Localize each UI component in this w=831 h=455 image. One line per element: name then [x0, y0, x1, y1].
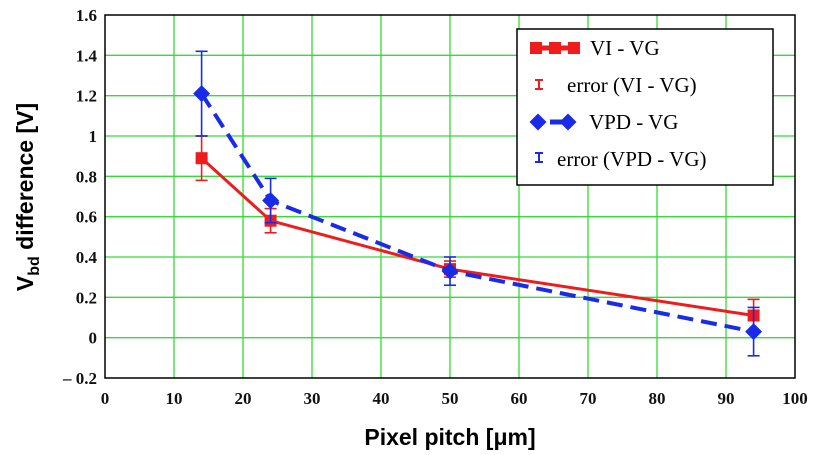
- y-axis-title-rest: difference [V]: [12, 103, 38, 256]
- x-tick-label-9: 90: [718, 389, 735, 408]
- x-tick-label-7: 70: [580, 389, 597, 408]
- data-point-vpd-vg-0: [193, 85, 211, 103]
- series-line-vpd-vg: [199, 92, 754, 334]
- series-line-vi-vg: [200, 157, 754, 317]
- y-tick-label-4: 0.6: [76, 208, 97, 227]
- data-point-vpd-vg-2: [441, 262, 459, 280]
- x-tick-label-5: 50: [442, 389, 459, 408]
- y-tick-label-2: 0.2: [76, 288, 97, 307]
- data-point-vi-vg-0: [195, 152, 208, 165]
- data-point-vpd-vg-3: [745, 323, 763, 341]
- legend-swatch-vpd-vg-marker-2: [559, 113, 577, 131]
- x-tick-label-3: 30: [304, 389, 321, 408]
- legend-label-error-vpd-vg: error (VPD - VG): [557, 147, 707, 171]
- legend-swatch-vi-vg-marker-2: [549, 42, 561, 54]
- y-axis-title-subscript: bd: [26, 256, 43, 276]
- y-axis-title-main: V: [12, 275, 38, 291]
- x-tick-label-2: 20: [235, 389, 252, 408]
- y-tick-label-3: 0.4: [76, 248, 98, 267]
- legend-label-vpd-vg: VPD - VG: [589, 110, 678, 134]
- legend: VI - VG error (VI - VG) VPD - VG error (…: [516, 28, 774, 186]
- legend-label-error-vi-vg: error (VI - VG): [567, 73, 697, 97]
- legend-label-vi-vg: VI - VG: [590, 36, 660, 60]
- x-tick-label-6: 60: [511, 389, 528, 408]
- series-layer: [193, 50, 763, 357]
- data-point-vpd-vg-1: [262, 192, 280, 210]
- x-axis-title: Pixel pitch [μm]: [364, 424, 535, 450]
- x-tick-label-8: 80: [649, 389, 666, 408]
- x-tick-labels: 0 10 20 30 40 50 60 70 80 90 100: [101, 389, 808, 408]
- y-axis-title: Vbd difference [V]: [12, 103, 43, 291]
- y-tick-label-7: 1.2: [76, 87, 97, 106]
- plot-frame: [104, 14, 796, 379]
- legend-swatch-vi-vg-marker-3: [568, 42, 580, 54]
- y-tick-label-1: 0: [89, 329, 98, 348]
- y-tick-label-8: 1.4: [76, 46, 98, 65]
- x-tick-label-10: 100: [782, 389, 808, 408]
- y-tick-labels: – 0.2 0 0.2 0.4 0.6 0.8 1 1.2 1.4 1.6: [62, 6, 98, 388]
- y-tick-label-9: 1.6: [76, 6, 97, 25]
- x-tick-label-4: 40: [373, 389, 390, 408]
- y-tick-label-6: 1: [89, 127, 98, 146]
- y-tick-label-0: – 0.2: [62, 369, 97, 388]
- series-vpd-vg: [193, 50, 763, 357]
- y-tick-label-5: 0.8: [76, 167, 97, 186]
- x-tick-label-1: 10: [166, 389, 183, 408]
- legend-swatch-vpd-vg-marker-1: [529, 113, 547, 131]
- legend-swatch-vi-vg-marker-1: [530, 42, 542, 54]
- legend-box: [516, 28, 774, 186]
- x-tick-label-0: 0: [101, 389, 110, 408]
